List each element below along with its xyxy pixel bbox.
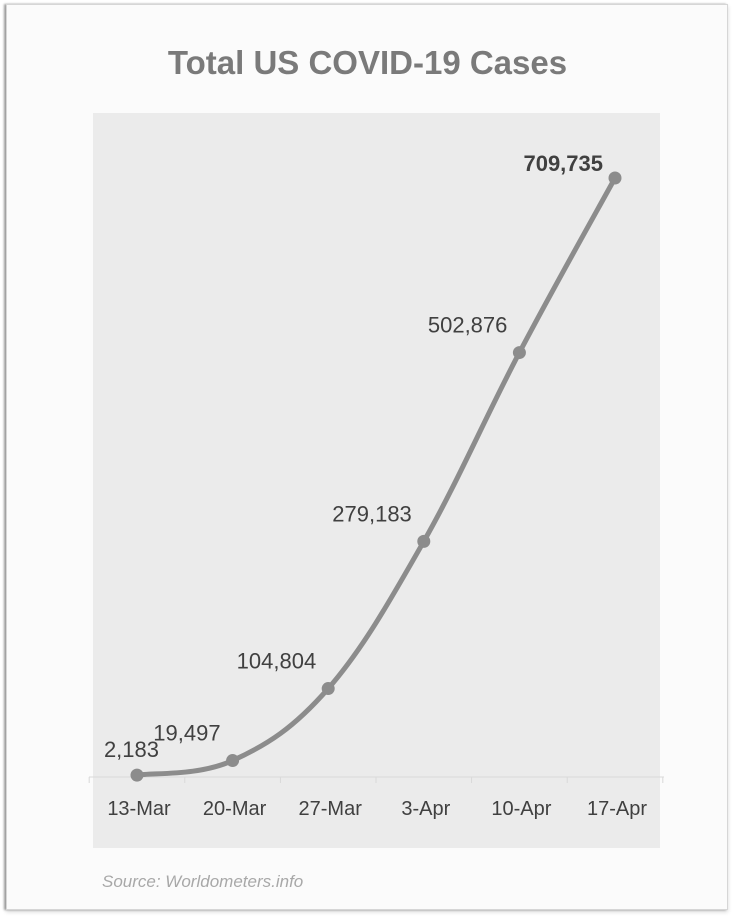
data-markers <box>130 171 622 782</box>
data-point-marker <box>130 768 144 782</box>
data-label: 709,735 <box>523 151 603 176</box>
x-tick-label: 10-Apr <box>491 798 551 820</box>
data-point-marker <box>417 534 431 548</box>
x-axis-tick-labels: 13-Mar 20-Mar 27-Mar 3-Apr 10-Apr 17-Apr <box>107 798 647 820</box>
chart-title: Total US COVID-19 Cases <box>167 44 568 81</box>
data-label: 2,183 <box>104 737 159 762</box>
x-axis-ticks <box>88 777 664 783</box>
x-tick-label: 3-Apr <box>401 798 450 820</box>
data-point-marker <box>608 171 622 185</box>
source-note: Source: Worldometers.info <box>102 872 304 891</box>
data-label: 104,804 <box>237 649 317 674</box>
data-label: 279,183 <box>332 501 412 526</box>
x-tick-label: 20-Mar <box>203 798 267 820</box>
x-tick-label: 17-Apr <box>587 798 647 820</box>
x-tick-label: 27-Mar <box>299 798 363 820</box>
x-tick-label: 13-Mar <box>107 798 171 820</box>
data-label: 19,497 <box>153 721 220 746</box>
plot-area <box>93 113 660 848</box>
data-point-marker <box>512 346 526 360</box>
data-label: 502,876 <box>428 313 508 338</box>
data-point-marker <box>321 682 335 696</box>
data-point-marker <box>226 754 240 768</box>
